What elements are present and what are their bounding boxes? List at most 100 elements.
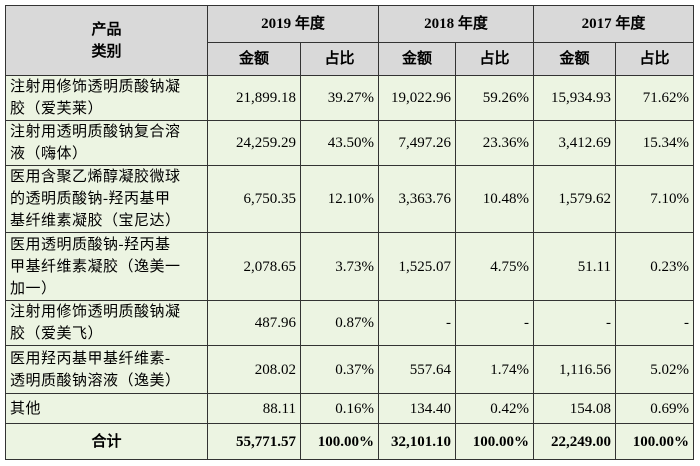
value-cell: 3.73%: [300, 232, 379, 301]
body-row: 注射用透明质酸钠复合溶 液（嗨体） 24,259.29 43.50% 7,497.26 2…: [5, 120, 694, 166]
cell-value: 23.36%: [482, 135, 529, 151]
total-text: 合计: [91, 433, 122, 450]
cell-value: 71.62%: [642, 90, 689, 106]
header-text: 占比: [639, 51, 670, 67]
cell-value: 1,116.56: [559, 361, 611, 378]
value-cell: 39.27%: [300, 75, 379, 121]
header-text: 金额: [401, 51, 432, 67]
cell-value: 2,078.65: [243, 258, 297, 275]
cell-value: 10.48%: [482, 191, 529, 207]
product-name: 加一）: [10, 280, 57, 297]
product-name: 的透明质酸钠-羟丙基甲: [10, 191, 171, 207]
product-cell: 注射用修饰透明质酸钠凝 胶（爱美飞）: [5, 300, 208, 346]
product-name: 注射用透明质酸钠复合溶: [10, 124, 181, 140]
product-cell: 注射用透明质酸钠复合溶 液（嗨体）: [5, 120, 208, 166]
header-cell: 金额: [207, 42, 301, 76]
body-row: 医用羟丙基甲基纤维素- 透明质酸钠溶液（逸美） 208.02 0.37% 557.64 1…: [5, 345, 694, 394]
value-cell: 43.50%: [300, 120, 379, 166]
total-value: 22,249.00: [551, 433, 611, 450]
cell-value: 5.02%: [650, 361, 689, 378]
cell-value: 487.96: [254, 315, 296, 331]
header-text: 2018 年度: [424, 16, 488, 32]
cell-value: 0.87%: [335, 315, 374, 331]
header-text: 金额: [559, 51, 590, 67]
value-cell: 19,022.96: [378, 75, 456, 121]
value-cell: 1,116.56: [533, 345, 616, 394]
cell-value: 19,022.96: [391, 90, 451, 106]
cell-value: 0.42%: [490, 400, 529, 417]
cell-value: -: [684, 315, 689, 331]
product-name: 透明质酸钠溶液（逸美）: [10, 372, 181, 389]
product-name: 医用羟丙基甲基纤维素-: [10, 350, 171, 367]
cell-value: 0.69%: [650, 400, 689, 417]
cell-value: 1.74%: [490, 361, 529, 378]
cell-value: 59.26%: [482, 90, 529, 106]
cell-value: 51.11: [577, 258, 611, 275]
value-cell: 208.02: [207, 345, 301, 394]
data-table: 产品类别 2019 年度 2018 年度 2017 年度金额 占比 金额 占比 金额 占比注射用…: [5, 5, 694, 460]
total-cell: 100.00%: [300, 423, 379, 460]
cell-value: 1,579.62: [558, 191, 612, 207]
product-cell: 注射用修饰透明质酸钠凝 胶（爱芙莱）: [5, 75, 208, 121]
value-cell: 88.11: [207, 393, 301, 424]
header-cell: 2017 年度: [533, 5, 694, 43]
value-cell: 21,899.18: [207, 75, 301, 121]
cell-value: 3,363.76: [398, 191, 452, 207]
cell-value: 4.75%: [490, 258, 529, 275]
header-text: 类别: [91, 43, 122, 60]
body-row: 注射用修饰透明质酸钠凝 胶（爱美飞） 487.96 0.87% - - - -: [5, 300, 694, 346]
product-name: 甲基纤维素凝胶（逸美一: [10, 258, 181, 275]
total-cell: 100.00%: [455, 423, 534, 460]
value-cell: 3,363.76: [378, 165, 456, 233]
header-text: 产品: [91, 21, 122, 38]
value-cell: 7,497.26: [378, 120, 456, 166]
header-cell: 2018 年度: [378, 5, 534, 43]
cell-value: -: [524, 315, 529, 331]
value-cell: 15.34%: [615, 120, 694, 166]
cell-value: 154.08: [569, 400, 611, 417]
product-name: 胶（爱芙莱）: [10, 101, 104, 117]
value-cell: 0.42%: [455, 393, 534, 424]
value-cell: -: [615, 300, 694, 346]
cell-value: 43.50%: [327, 135, 374, 151]
cell-value: -: [606, 315, 611, 331]
cell-value: 557.64: [409, 361, 451, 378]
body-row: 医用含聚乙烯醇凝胶微球 的透明质酸钠-羟丙基甲 基纤维素凝胶（宝尼达） 6,750.3…: [5, 165, 694, 233]
cell-value: 0.16%: [335, 400, 374, 417]
header-text: 2017 年度: [581, 16, 646, 32]
value-cell: 0.23%: [615, 232, 694, 301]
header-row: 金额 占比 金额 占比 金额 占比: [6, 42, 694, 76]
value-cell: 6,750.35: [207, 165, 301, 233]
value-cell: 4.75%: [455, 232, 534, 301]
cell-value: 24,259.29: [236, 135, 296, 151]
product-name: 注射用修饰透明质酸钠凝: [10, 79, 181, 95]
cell-value: 7,497.26: [398, 135, 452, 151]
header-text: 2019 年度: [261, 16, 325, 32]
cell-value: 0.23%: [650, 258, 689, 275]
product-name: 医用含聚乙烯醇凝胶微球: [10, 169, 181, 185]
value-cell: 1.74%: [455, 345, 534, 394]
value-cell: -: [533, 300, 616, 346]
value-cell: 2,078.65: [207, 232, 301, 301]
value-cell: 7.10%: [615, 165, 694, 233]
cell-value: 3.73%: [335, 258, 374, 275]
product-name: 注射用修饰透明质酸钠凝: [10, 304, 181, 320]
cell-value: 15,934.93: [551, 90, 611, 106]
total-value: 32,101.10: [391, 433, 451, 450]
cell-value: 15.34%: [642, 135, 689, 151]
value-cell: 0.37%: [300, 345, 379, 394]
value-cell: 154.08: [533, 393, 616, 424]
header-cell: 2019 年度: [207, 5, 379, 43]
value-cell: 0.16%: [300, 393, 379, 424]
value-cell: -: [455, 300, 534, 346]
total-value: 100.00%: [317, 433, 374, 450]
header-cell: 占比: [455, 42, 534, 76]
header-cell: 占比: [300, 42, 379, 76]
value-cell: 1,525.07: [378, 232, 456, 301]
body-row: 其他 88.11 0.16% 134.40 0.42% 154.08 0.69%: [5, 393, 694, 424]
header-text: 金额: [238, 51, 269, 67]
cell-value: 88.11: [262, 400, 296, 417]
cell-value: 208.02: [254, 361, 296, 378]
total-label: 合计: [5, 423, 208, 460]
